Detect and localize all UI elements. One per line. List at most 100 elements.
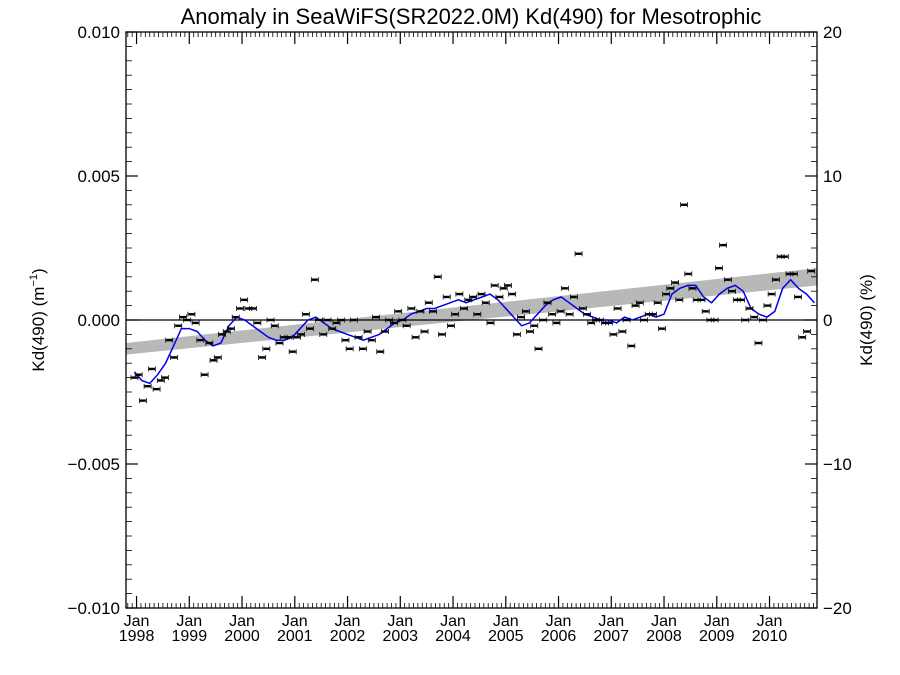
data-point-marker: [359, 347, 366, 350]
data-point-marker: [333, 321, 340, 325]
data-point-marker: [412, 336, 419, 339]
data-point-marker: [513, 333, 520, 336]
data-point: [442, 294, 451, 300]
data-point-marker: [588, 321, 595, 325]
data-point-marker: [390, 321, 397, 325]
data-point-marker: [764, 304, 771, 307]
data-point-marker: [707, 318, 714, 322]
x-tick-year: 2000: [224, 628, 260, 645]
x-tick-month: Jan: [651, 613, 677, 630]
data-point-marker: [417, 310, 424, 313]
data-point-marker: [219, 333, 226, 336]
data-point-marker: [746, 307, 753, 310]
data-point: [627, 343, 636, 349]
y-right-tick-label: 10: [823, 167, 842, 186]
data-point-marker: [171, 356, 178, 359]
data-point: [293, 334, 301, 340]
data-point: [473, 311, 482, 317]
data-point-marker: [280, 336, 287, 339]
data-point: [390, 320, 398, 326]
y-right-tick-label: 20: [823, 23, 842, 42]
data-point: [301, 311, 310, 317]
data-point: [495, 294, 504, 300]
data-point: [521, 308, 530, 314]
data-point: [701, 308, 710, 314]
data-point: [460, 305, 469, 311]
x-tick-month: Jan: [598, 613, 624, 630]
data-point: [548, 311, 557, 317]
data-point-marker: [610, 333, 617, 336]
data-point: [372, 314, 380, 320]
data-point-marker: [461, 307, 468, 310]
data-point-marker: [285, 336, 292, 339]
y-tick-label: 0.000: [77, 311, 120, 330]
y-axis-left-label-superscript: −1: [28, 274, 40, 287]
data-point-marker: [144, 385, 151, 388]
data-point: [381, 329, 389, 335]
data-point: [179, 314, 187, 320]
y-right-tick-label: 0: [823, 311, 832, 330]
data-point-marker: [267, 318, 274, 322]
x-tick-month: Jan: [546, 613, 572, 630]
data-point: [433, 274, 442, 280]
x-tick-year: 2007: [593, 628, 629, 645]
data-point-marker: [232, 315, 239, 319]
data-point-marker: [790, 272, 797, 276]
data-point: [218, 331, 226, 337]
data-point-marker: [447, 324, 454, 327]
data-point: [297, 331, 306, 337]
data-point-marker: [421, 330, 428, 333]
data-point-marker: [214, 356, 221, 359]
data-point-marker: [755, 341, 762, 345]
data-point-marker: [482, 301, 489, 304]
x-tick-month: Jan: [440, 613, 466, 630]
x-tick-year: 1998: [119, 628, 155, 645]
data-point: [209, 357, 218, 363]
data-point-marker: [632, 304, 639, 307]
data-point-marker: [584, 313, 591, 316]
data-point-marker: [368, 338, 375, 342]
data-point-marker: [329, 327, 336, 330]
data-point-marker: [206, 341, 213, 345]
data-point-marker: [522, 310, 529, 313]
data-point: [587, 320, 596, 326]
data-point: [481, 300, 490, 306]
data-point-marker: [689, 287, 696, 290]
data-point-marker: [711, 318, 718, 322]
data-point: [737, 297, 745, 303]
data-point-marker: [663, 292, 670, 296]
data-point-marker: [491, 284, 498, 287]
data-point: [745, 305, 754, 311]
data-point-marker: [654, 301, 661, 304]
x-tick-year: 2003: [382, 628, 418, 645]
data-point: [306, 326, 314, 332]
data-point: [635, 300, 644, 306]
data-point: [438, 331, 446, 337]
data-point-marker: [316, 318, 323, 322]
data-point-marker: [645, 313, 652, 316]
data-point: [363, 329, 372, 335]
data-point: [499, 285, 508, 291]
data-point-marker: [535, 347, 542, 350]
data-point-marker: [184, 318, 191, 322]
data-point: [767, 291, 776, 297]
data-point: [750, 314, 759, 320]
data-point-marker: [179, 315, 186, 319]
data-point-marker: [795, 295, 802, 299]
data-point: [609, 331, 618, 337]
data-point-marker: [527, 330, 534, 333]
data-point: [262, 346, 271, 352]
data-point-marker: [438, 333, 445, 336]
data-point-marker: [259, 356, 266, 359]
data-point: [469, 294, 477, 300]
x-tick-year: 2010: [752, 628, 788, 645]
data-point: [680, 202, 688, 208]
data-point-marker: [720, 243, 727, 247]
data-point-marker: [549, 313, 556, 316]
data-point: [530, 323, 539, 329]
data-point: [605, 320, 614, 326]
data-point-marker: [320, 333, 327, 336]
data-point: [165, 337, 174, 343]
data-point-marker: [302, 313, 309, 316]
data-point-marker: [672, 281, 679, 284]
